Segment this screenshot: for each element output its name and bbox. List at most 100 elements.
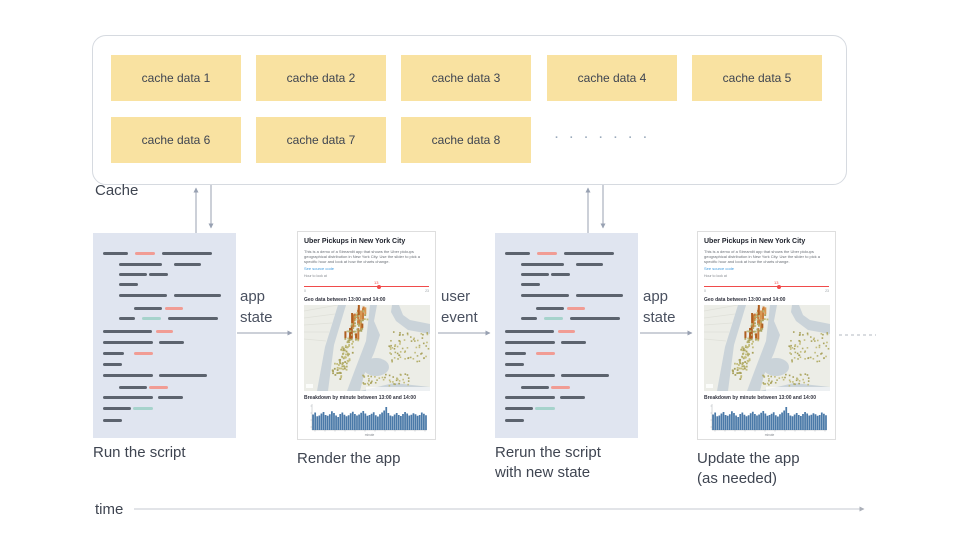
histogram-xlabel: minute: [765, 433, 775, 437]
code-line-segment: [505, 407, 533, 410]
code-line-segment: [103, 374, 153, 377]
source-code-link: See source code: [304, 266, 335, 271]
caption-update-app: Update the app (as needed): [697, 450, 800, 487]
code-line-segment: [521, 386, 549, 389]
geo-section-header: Geo data between 13:00 and 14:00: [704, 297, 786, 303]
app-description: This is a demo of a Streamlit app that s…: [304, 249, 420, 264]
code-line-segment: [558, 330, 575, 333]
cache-data-box: cache data 4: [547, 55, 677, 101]
code-line-segment: [576, 294, 623, 297]
caption-run-script: Run the script: [93, 444, 186, 461]
slider-handle: [776, 284, 781, 289]
slider-max: 23: [825, 289, 829, 293]
code-line-segment: [536, 352, 555, 355]
caption-render-app: Render the app: [297, 450, 401, 467]
hour-slider: 13: [704, 280, 829, 289]
code-line-segment: [159, 374, 207, 377]
slider-label: Hour to look at: [704, 274, 727, 278]
code-line-segment: [158, 396, 183, 399]
code-line-segment: [134, 307, 162, 310]
cache-container: cache data 1 cache data 2 cache data 3 c…: [92, 35, 847, 185]
code-line-segment: [162, 252, 212, 255]
code-line-segment: [561, 341, 586, 344]
code-line-segment: [537, 252, 557, 255]
code-line-segment: [103, 252, 128, 255]
caption-rerun-script: Rerun the script with new state: [495, 444, 601, 481]
hour-slider: 13: [304, 280, 429, 289]
geo-section-header: Geo data between 13:00 and 14:00: [304, 297, 386, 303]
code-line-segment: [505, 252, 530, 255]
app-screenshot-1: Uber Pickups in New York City This is a …: [297, 231, 436, 440]
script-panel-2: [495, 233, 638, 438]
code-line-segment: [521, 294, 569, 297]
code-line-segment: [103, 407, 131, 410]
code-line-segment: [103, 363, 122, 366]
slider-value: 13: [374, 280, 379, 285]
code-line-segment: [134, 352, 153, 355]
code-line-segment: [133, 407, 153, 410]
code-line-segment: [560, 396, 585, 399]
code-line-segment: [521, 273, 549, 276]
code-line-segment: [119, 283, 138, 286]
more-items-ellipsis: · · · · · · ·: [555, 132, 651, 144]
slider-max: 23: [425, 289, 429, 293]
cache-data-box: cache data 2: [256, 55, 386, 101]
code-line-segment: [156, 330, 173, 333]
app-title: Uber Pickups in New York City: [704, 238, 806, 245]
cache-data-box: cache data 7: [256, 117, 386, 163]
minute-histogram: minute: [710, 404, 827, 437]
code-line-segment: [570, 317, 620, 320]
app-screenshot-2: Uber Pickups in New York City This is a …: [697, 231, 836, 440]
code-line-segment: [103, 352, 124, 355]
code-line-segment: [521, 263, 564, 266]
code-line-segment: [567, 307, 585, 310]
code-line-segment: [103, 330, 152, 333]
code-line-segment: [505, 363, 524, 366]
code-line-segment: [505, 341, 555, 344]
slider-handle: [376, 284, 381, 289]
slider-track: [704, 286, 829, 287]
code-line-segment: [564, 252, 614, 255]
code-line-segment: [551, 273, 570, 276]
breakdown-section-header: Breakdown by minute between 13:00 and 14…: [304, 395, 416, 401]
code-line-segment: [119, 294, 167, 297]
app-title: Uber Pickups in New York City: [304, 238, 406, 245]
code-line-segment: [576, 263, 603, 266]
breakdown-section-header: Breakdown by minute between 13:00 and 14…: [704, 395, 816, 401]
code-line-segment: [174, 294, 221, 297]
code-line-segment: [142, 317, 161, 320]
histogram-xlabel: minute: [365, 433, 375, 437]
code-line-segment: [103, 419, 122, 422]
app-description: This is a demo of a Streamlit app that s…: [704, 249, 820, 264]
cache-data-box: cache data 1: [111, 55, 241, 101]
code-line-segment: [119, 386, 147, 389]
code-line-segment: [544, 317, 563, 320]
code-line-segment: [103, 396, 153, 399]
code-line-segment: [119, 317, 135, 320]
cache-data-box: cache data 8: [401, 117, 531, 163]
code-line-segment: [561, 374, 609, 377]
edge-label-app-state-1: app state: [240, 288, 273, 326]
code-line-segment: [135, 252, 155, 255]
time-label: time: [95, 501, 124, 518]
code-line-segment: [505, 330, 554, 333]
script-panel-1: [93, 233, 236, 438]
code-line-segment: [505, 374, 555, 377]
code-line-segment: [505, 419, 524, 422]
nyc-pickup-map: [304, 305, 430, 391]
code-line-segment: [505, 352, 526, 355]
cache-data-box: cache data 5: [692, 55, 822, 101]
source-code-link: See source code: [704, 266, 735, 271]
code-line-segment: [551, 386, 570, 389]
code-line-segment: [521, 283, 540, 286]
cache-label: Cache: [95, 182, 139, 199]
slider-value: 13: [774, 280, 779, 285]
edge-label-user-event: user event: [441, 288, 478, 326]
slider-min: 0: [304, 289, 306, 293]
code-line-segment: [505, 396, 555, 399]
slider-track: [304, 286, 429, 287]
minute-histogram: minute: [310, 404, 427, 437]
slider-label: Hour to look at: [304, 274, 327, 278]
